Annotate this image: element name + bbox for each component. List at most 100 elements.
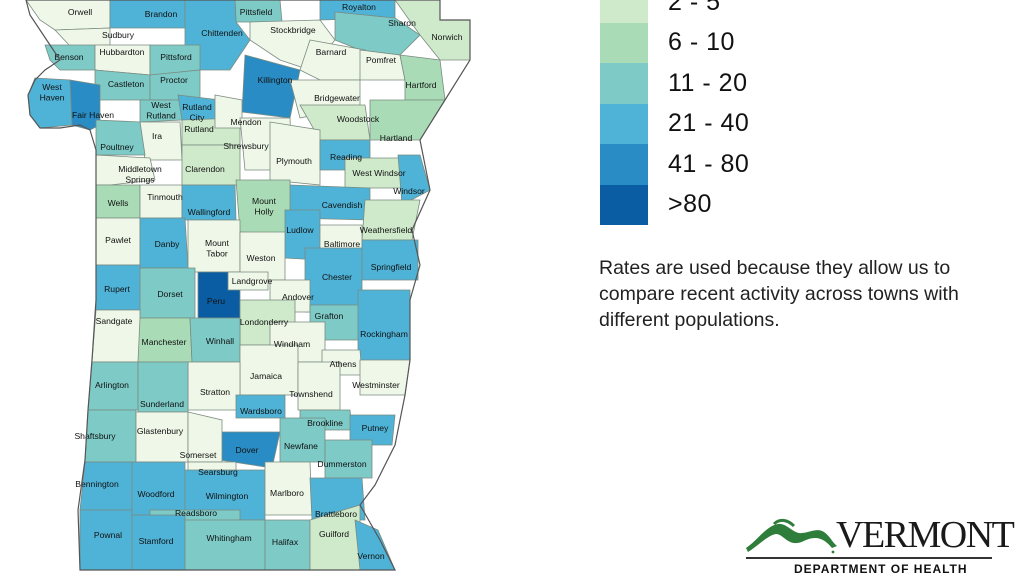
logo-divider: [746, 557, 992, 559]
town-label: Brattleboro: [315, 509, 357, 519]
town-label: Manchester: [142, 337, 187, 347]
town-label: Cavendish: [322, 200, 363, 210]
town-label: Orwell: [68, 7, 92, 17]
town-rockingham: [357, 289, 411, 363]
town-label: Baltimore: [324, 239, 361, 249]
town-label: Middletown Springs: [118, 164, 162, 185]
town-label: Pawlet: [105, 235, 131, 245]
town-townshend: [297, 361, 341, 411]
town-label: Searsburg: [198, 467, 238, 477]
town-poultney: [95, 119, 146, 156]
town-label: Halifax: [272, 537, 299, 547]
town-windsor: [397, 154, 431, 206]
town-label: Whitingham: [206, 533, 251, 543]
town-label: Stamford: [139, 536, 174, 546]
legend-swatch: [600, 22, 648, 63]
town-label: Hartland: [380, 133, 413, 143]
town-label: Woodstock: [337, 114, 380, 124]
town-label: West Windsor: [352, 168, 405, 178]
town-label: Killington: [258, 75, 293, 85]
town-label: Sandgate: [96, 316, 133, 326]
state-outline: [25, 0, 471, 571]
town-label: Stockbridge: [270, 25, 316, 35]
town-label: Pomfret: [366, 55, 397, 65]
town-label: Guilford: [319, 529, 349, 539]
town-label: Woodford: [137, 489, 174, 499]
county-map: Orwell Brandon Pittsfield Royalton Sudbury Ch…: [25, 0, 471, 571]
legend-item: 2 - 5: [600, 0, 749, 23]
town-label: Poultney: [100, 142, 134, 152]
legend-label: 6 - 10: [668, 28, 735, 57]
town-label: Londonderry: [240, 317, 289, 327]
town-label: Rockingham: [360, 329, 408, 339]
town-label: Westminster: [352, 380, 400, 390]
town-label: Bridgewater: [314, 93, 360, 103]
town-label: Barnard: [316, 47, 347, 57]
town-label: Dummerston: [317, 459, 366, 469]
town-label: Sudbury: [102, 30, 135, 40]
town-label: Chittenden: [201, 28, 243, 38]
town-label: West Rutland: [146, 100, 176, 121]
town-label: Dover: [236, 445, 259, 455]
legend: 2 - 5 6 - 10 11 - 20 21 - 40 41 - 80 >80: [600, 0, 749, 225]
legend-swatch: [600, 184, 648, 225]
town-label: Hartford: [405, 80, 436, 90]
town-label: Pittsford: [160, 52, 192, 62]
town-label: Somerset: [180, 450, 217, 460]
legend-label: 11 - 20: [668, 68, 748, 97]
town-label: Windham: [274, 339, 310, 349]
town-stratton: [187, 361, 241, 411]
town-label: Sharon: [388, 18, 416, 28]
town-label: Proctor: [160, 75, 188, 85]
legend-swatch: [600, 144, 648, 185]
legend-item: 11 - 20: [600, 63, 749, 104]
town-label: Fair Haven: [72, 110, 114, 120]
town-label: Glastenbury: [137, 426, 184, 436]
town-label: Pownal: [94, 530, 122, 540]
town-label: Dorset: [157, 289, 183, 299]
town-label: Marlboro: [270, 488, 304, 498]
town-plymouth: [269, 121, 321, 186]
town-label: Plymouth: [276, 156, 312, 166]
legend-label: 41 - 80: [668, 149, 750, 178]
mountain-logo-icon: [746, 518, 837, 554]
town-label: Hubbardton: [100, 47, 145, 57]
logo-department: DEPARTMENT OF HEALTH: [794, 562, 968, 576]
town-label: Grafton: [315, 311, 344, 321]
legend-item: 41 - 80: [600, 144, 749, 185]
town-label: Readsboro: [175, 508, 217, 518]
town-dummerston: [324, 439, 373, 479]
town-label: Ludlow: [286, 225, 314, 235]
town-label: Brandon: [145, 9, 178, 19]
town-label: Brookline: [307, 418, 343, 428]
legend-swatch: [600, 0, 648, 23]
town-label: Mendon: [230, 117, 261, 127]
town-label: Tinmouth: [147, 192, 183, 202]
town-benson: [44, 44, 96, 71]
town-label: Shrewsbury: [223, 141, 269, 151]
legend-item: >80: [600, 184, 749, 225]
town-label: Townshend: [289, 389, 333, 399]
town-label: Benson: [54, 52, 83, 62]
town-label: Wallingford: [188, 207, 231, 217]
legend-label: 21 - 40: [668, 109, 750, 138]
vermont-health-logo: VERMONT DEPARTMENT OF HEALTH: [744, 512, 1015, 576]
town-whitingham: [184, 519, 266, 571]
town-label: Rupert: [104, 284, 130, 294]
logo-wordmark: VERMONT: [836, 514, 1015, 556]
town-label: Castleton: [108, 79, 145, 89]
town-label: Danby: [155, 239, 181, 249]
town-label: Putney: [362, 423, 389, 433]
town-label: Wells: [108, 198, 129, 208]
legend-swatch: [600, 103, 648, 144]
town-label: Landgrove: [232, 276, 273, 286]
town-label: Wilmington: [206, 491, 249, 501]
town-label: Vernon: [357, 551, 384, 561]
legend-item: 6 - 10: [600, 22, 749, 63]
town-label: Norwich: [431, 32, 462, 42]
town-label: Springfield: [371, 262, 412, 272]
town-label: Mount Holly: [252, 196, 276, 217]
town-hartford: [399, 54, 446, 101]
town-label: Weathersfield: [360, 225, 413, 235]
town-label: Chester: [322, 272, 352, 282]
